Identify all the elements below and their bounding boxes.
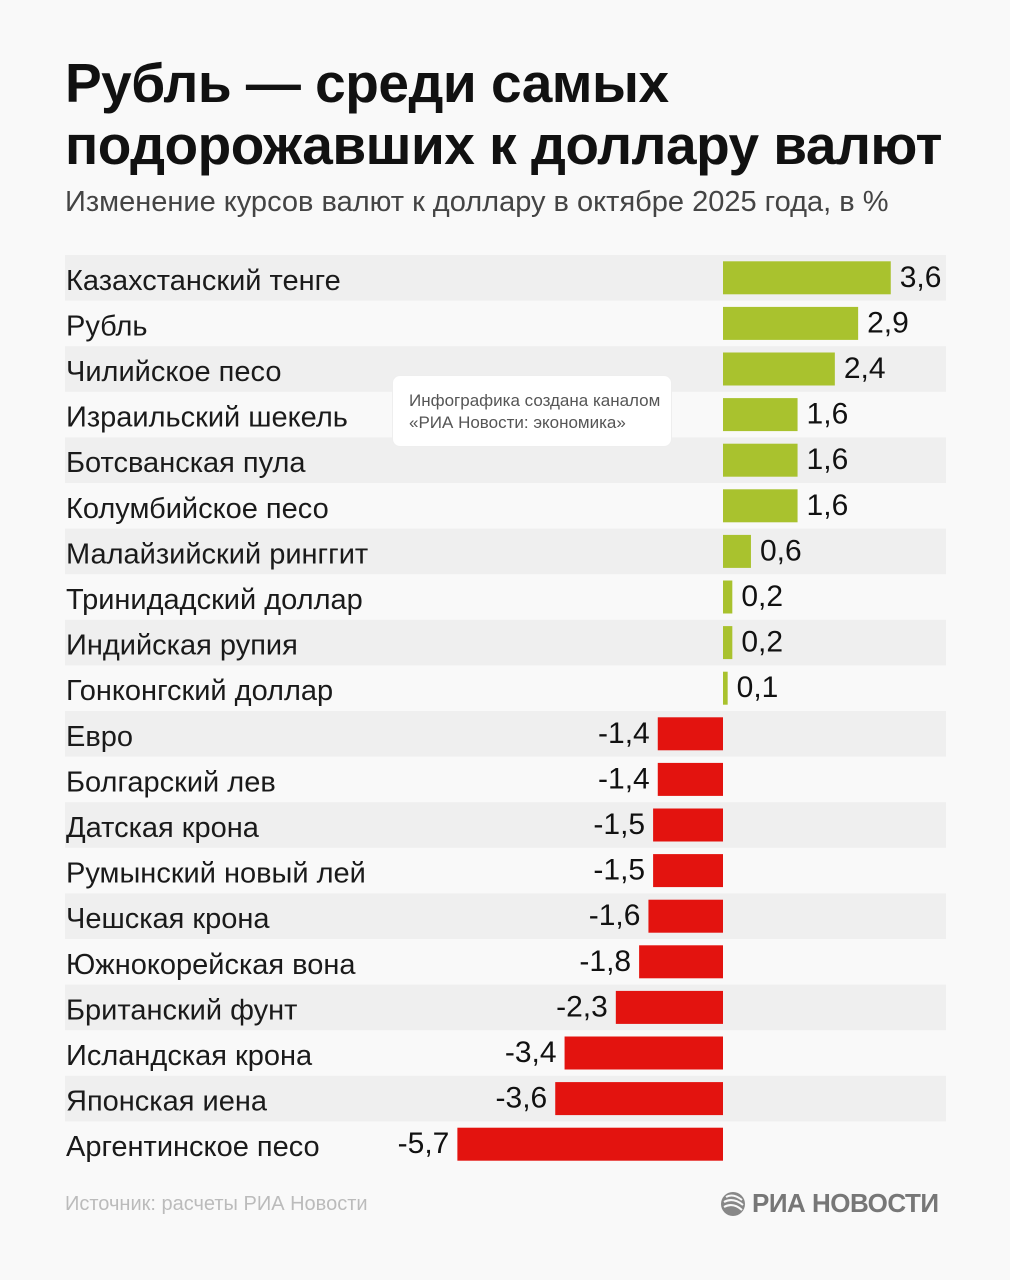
row-stripe: [65, 711, 946, 757]
row-stripe: [65, 984, 946, 1031]
bar: [657, 717, 723, 751]
category-label: Японская иена: [66, 1086, 268, 1118]
value-label: 1,6: [807, 443, 849, 476]
category-label: Датская крона: [66, 812, 260, 844]
bar: [723, 671, 728, 705]
chart-subtitle: Изменение курсов валют к доллару в октяб…: [65, 186, 889, 218]
value-label: 1,6: [807, 398, 849, 431]
bar: [723, 489, 798, 523]
bar: [657, 762, 723, 796]
value-label: 0,6: [760, 534, 802, 567]
bar: [723, 398, 798, 432]
category-label: Чилийское песо: [66, 356, 281, 388]
category-label: Израильский шекель: [66, 402, 348, 434]
bar: [639, 945, 723, 979]
value-label: 2,4: [844, 352, 886, 385]
value-label: -2,3: [556, 990, 608, 1023]
bar: [653, 808, 723, 842]
row-stripe: [65, 528, 946, 575]
bar: [457, 1127, 723, 1161]
category-label: Румынский новый лей: [66, 858, 366, 890]
value-label: -1,4: [598, 717, 650, 750]
bar: [555, 1082, 723, 1116]
title-line-1: Рубль — среди самых: [65, 52, 669, 114]
value-label: 0,2: [741, 580, 783, 613]
chart-title: Рубль — среди самых подорожавших к долла…: [65, 52, 942, 176]
bar: [723, 306, 859, 340]
note-line-1: Инфографика создана каналом: [409, 391, 661, 410]
value-label: 0,1: [737, 671, 779, 704]
value-label: -3,4: [505, 1036, 557, 1069]
bar: [615, 990, 723, 1024]
bar: [723, 352, 835, 386]
category-label: Ботсванская пула: [66, 447, 306, 479]
value-label: 2,9: [867, 306, 909, 339]
title-line-2: подорожавших к доллару валют: [65, 114, 942, 176]
category-label: Болгарский лев: [66, 766, 276, 798]
value-label: 3,6: [900, 261, 942, 294]
globe-icon: [721, 1191, 745, 1216]
category-label: Южнокорейская вона: [66, 949, 356, 981]
row-stripe: [65, 619, 946, 666]
value-label: 0,2: [741, 626, 783, 659]
bar: [564, 1036, 723, 1070]
bar: [723, 534, 751, 568]
category-label: Евро: [66, 721, 133, 753]
category-label: Малайзийский ринггит: [66, 538, 368, 570]
row-stripe: [65, 802, 946, 848]
category-label: Аргентинское песо: [66, 1131, 320, 1163]
channel-note: Инфографика создана каналом «РИА Новости…: [392, 375, 672, 447]
category-label: Тринидадский доллар: [66, 584, 363, 616]
note-line-2: «РИА Новости: экономика»: [409, 413, 626, 432]
category-label: Гонконгский доллар: [66, 675, 333, 707]
value-label: -1,8: [579, 945, 631, 978]
value-label: -5,7: [398, 1127, 450, 1160]
category-label: Рубль: [66, 310, 148, 342]
value-label: -1,6: [589, 899, 641, 932]
bar: [723, 626, 733, 660]
value-label: -1,5: [593, 854, 645, 887]
row-stripe: [65, 1075, 946, 1122]
category-label: Британский фунт: [66, 994, 297, 1026]
category-label: Индийская рупия: [66, 630, 298, 662]
category-label: Исландская крона: [66, 1040, 313, 1072]
source-text: Источник: расчеты РИА Новости: [65, 1193, 368, 1215]
logo-text: РИА НОВОСТИ: [752, 1188, 939, 1218]
category-label: Чешская крона: [66, 903, 270, 935]
bar: [723, 580, 733, 614]
value-label: -3,6: [496, 1082, 548, 1115]
category-label: Колумбийское песо: [66, 493, 329, 525]
value-label: -1,4: [598, 762, 650, 795]
value-label: 1,6: [807, 489, 849, 522]
value-label: -1,5: [593, 808, 645, 841]
row-stripe: [65, 893, 946, 939]
category-label: Казахстанский тенге: [66, 265, 341, 297]
bar: [653, 854, 723, 888]
bar: [723, 261, 891, 295]
bar: [723, 443, 798, 477]
bar: [648, 899, 723, 933]
ria-logo: РИА НОВОСТИ: [720, 1188, 939, 1219]
